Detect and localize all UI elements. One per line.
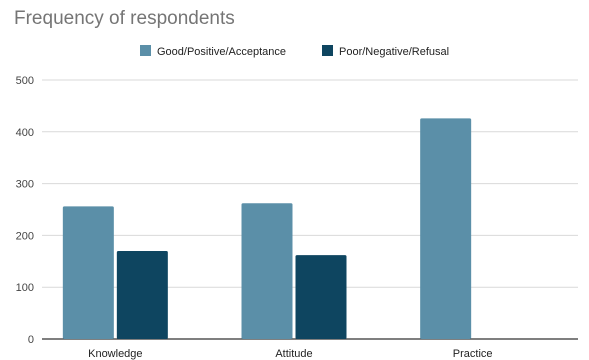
y-axis-ticks: 0 100 200 300 400 500 bbox=[16, 75, 34, 346]
y-tick-label: 100 bbox=[16, 282, 34, 294]
x-tick-label: Practice bbox=[453, 348, 493, 360]
bar-attitude-series-1 bbox=[242, 203, 293, 339]
bar-knowledge-series-2 bbox=[117, 251, 168, 339]
bar-knowledge-series-1 bbox=[63, 206, 114, 339]
y-tick-label: 500 bbox=[16, 75, 34, 87]
legend: Good/Positive/Acceptance Poor/Negative/Re… bbox=[140, 45, 449, 58]
legend-label: Poor/Negative/Refusal bbox=[339, 46, 449, 58]
bar-practice-series-1 bbox=[420, 118, 471, 339]
y-tick-label: 0 bbox=[28, 334, 34, 346]
y-tick-label: 200 bbox=[16, 230, 34, 242]
legend-swatch bbox=[140, 45, 151, 56]
y-tick-label: 400 bbox=[16, 127, 34, 139]
x-axis-ticks: Knowledge Attitude Practice bbox=[88, 348, 492, 360]
x-tick-label: Attitude bbox=[275, 348, 312, 360]
legend-swatch bbox=[322, 45, 333, 56]
bars bbox=[63, 118, 471, 339]
legend-label: Good/Positive/Acceptance bbox=[157, 46, 286, 58]
y-tick-label: 300 bbox=[16, 179, 34, 191]
bar-attitude-series-2 bbox=[296, 255, 347, 339]
x-tick-label: Knowledge bbox=[88, 348, 142, 360]
